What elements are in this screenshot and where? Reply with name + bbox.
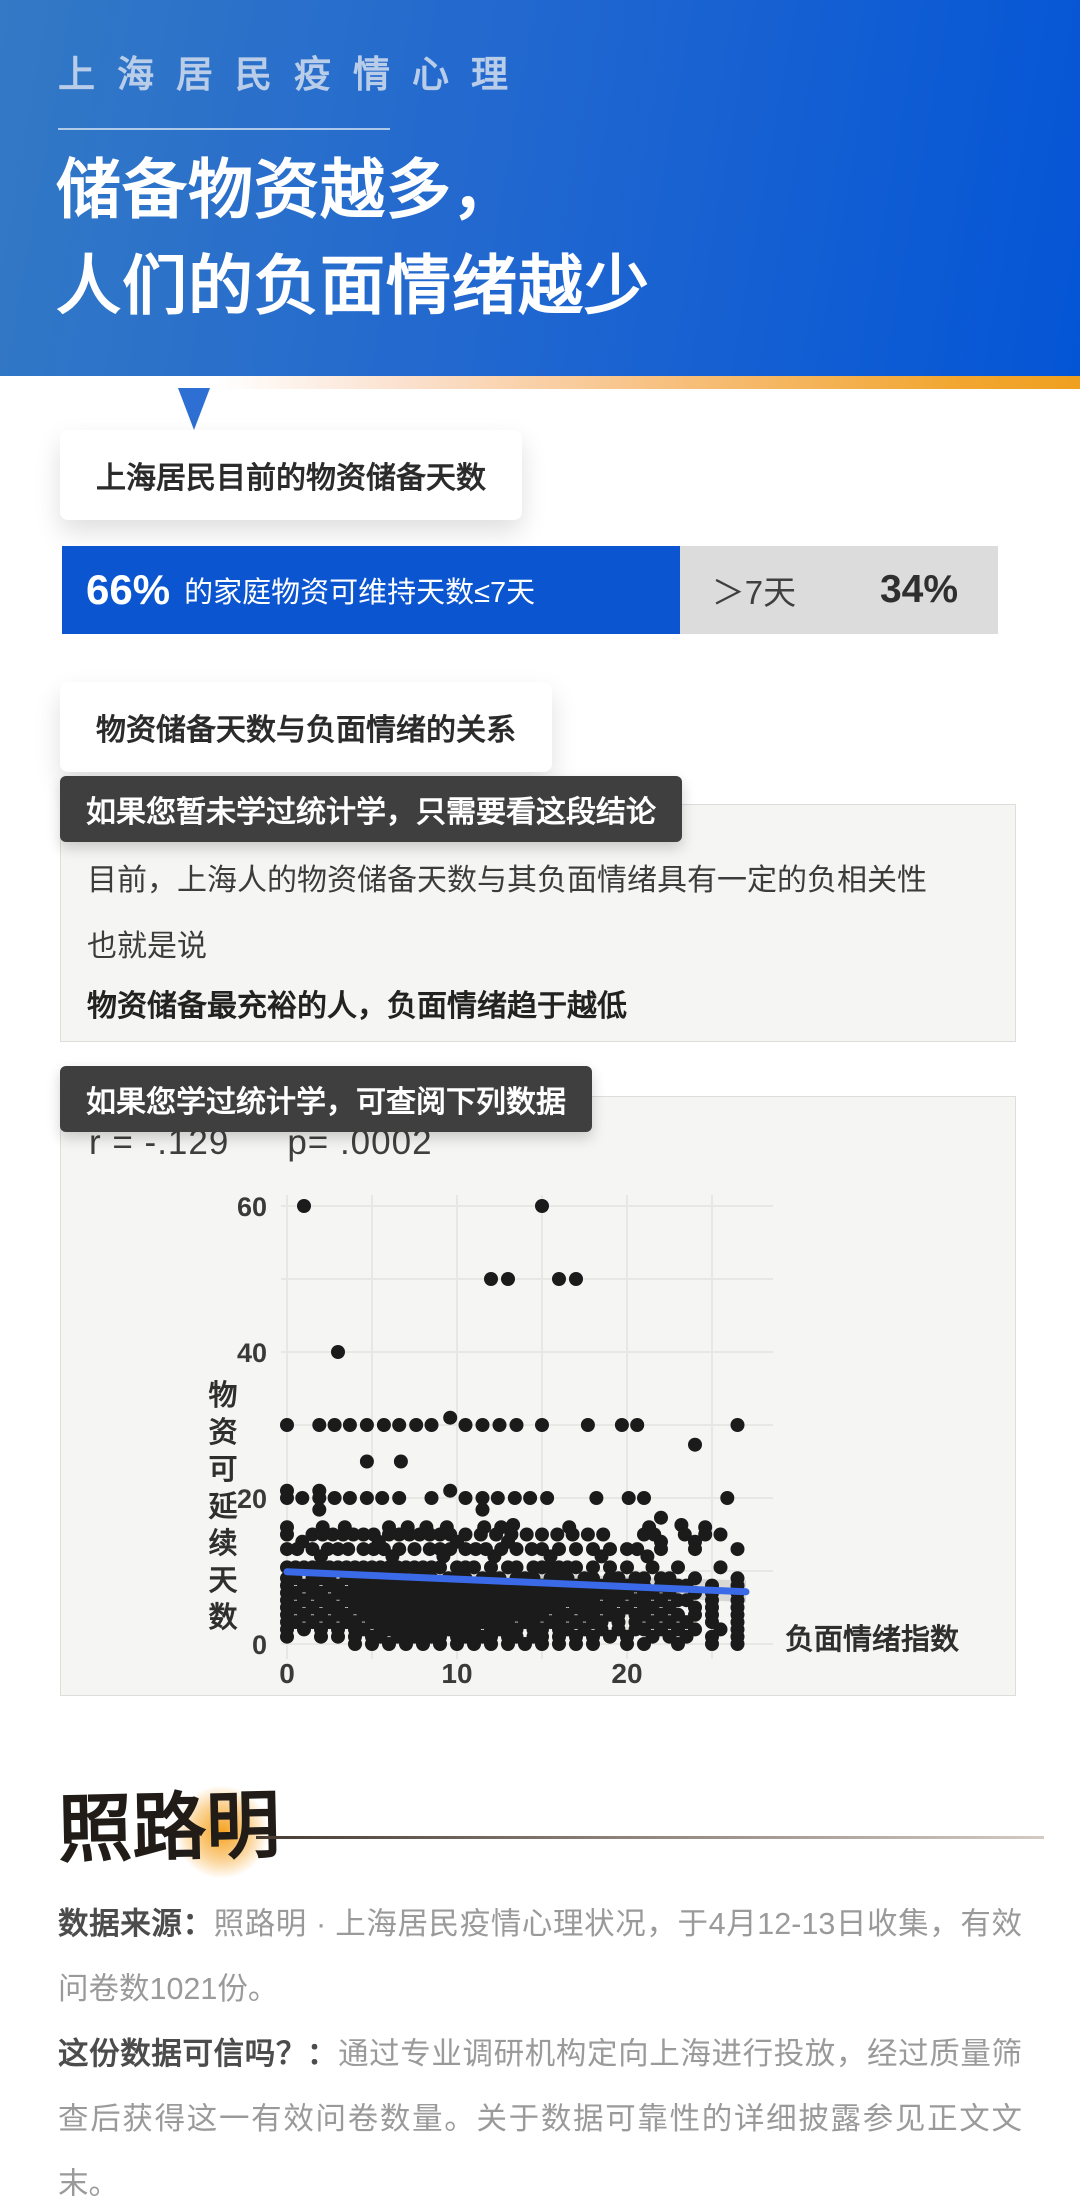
y-axis-label: 物资可延续天数: [207, 1379, 238, 1634]
bar-segment-le7days: 66% 的家庭物资可维持天数≤7天: [62, 546, 680, 634]
svg-text:0: 0: [252, 1630, 267, 1660]
svg-text:10: 10: [441, 1658, 472, 1689]
header-kicker: 上海居民疫情心理: [58, 54, 530, 95]
note-data-source-label: 数据来源：: [58, 1907, 214, 1941]
section-label-relation: 物资储备天数与负面情绪的关系: [60, 682, 552, 772]
bar-left-percent: 66%: [86, 566, 171, 613]
brand-glow-icon: [176, 1786, 268, 1878]
svg-text:60: 60: [237, 1192, 267, 1222]
header-banner: 上海居民疫情心理 储备物资越多， 人们的负面情绪越少: [0, 0, 1080, 376]
note-credibility-label: 这份数据可信吗？：: [58, 2037, 339, 2071]
conclusion-line-3: 物资储备最充裕的人，负面情绪趋于越低: [85, 981, 637, 1034]
badge-statistics-data: 如果您学过统计学，可查阅下列数据: [60, 1066, 592, 1132]
note-credibility: 这份数据可信吗？：通过专业调研机构定向上海进行投放，经过质量筛查后获得这一有效问…: [58, 2022, 1022, 2196]
svg-text:20: 20: [611, 1658, 642, 1689]
kicker-underline: [58, 128, 390, 130]
svg-text:40: 40: [237, 1338, 267, 1368]
bar-right-description: ＞7天: [711, 574, 797, 611]
highlighted-conclusion: 物资储备最充裕的人，负面情绪趋于越低: [85, 981, 637, 1034]
section-label-supply-days: 上海居民目前的物资储备天数: [60, 430, 522, 520]
page-title-line2: 人们的负面情绪越少: [56, 249, 651, 322]
note-data-source: 数据来源：照路明 · 上海居民疫情心理状况，于4月12-13日收集，有效问卷数1…: [58, 1892, 1022, 2022]
header-accent-strip: [0, 376, 1080, 389]
supply-days-bar-chart: 66% 的家庭物资可维持天数≤7天 ＞7天 34%: [62, 546, 998, 634]
y-axis-ticks: 0 20 40 60: [237, 1192, 267, 1660]
bar-right-percent: 34%: [879, 568, 958, 611]
x-axis-label: 负面情绪指数: [785, 1623, 960, 1656]
brand-block: 照路明: [0, 1758, 1080, 1888]
badge-novice-conclusion: 如果您暂未学过统计学，只需要看这段结论: [60, 776, 682, 842]
brand-divider: [256, 1836, 1044, 1839]
conclusion-line-1: 目前，上海人的物资储备天数与其负面情绪具有一定的负相关性: [87, 864, 927, 897]
conclusion-line-2: 也就是说: [87, 930, 207, 963]
footer-notes: 数据来源：照路明 · 上海居民疫情心理状况，于4月12-13日收集，有效问卷数1…: [58, 1892, 1022, 2196]
note-data-source-text: 照路明 · 上海居民疫情心理状况，于4月12-13日收集，有效问卷数1021份。: [58, 1907, 1023, 2006]
conclusion-box: 目前，上海人的物资储备天数与其负面情绪具有一定的负相关性 也就是说 物资储备最充…: [60, 804, 1016, 1042]
note-credibility-text: 通过专业调研机构定向上海进行投放，经过质量筛查后获得这一有效问卷数量。关于数据可…: [58, 2037, 1023, 2196]
x-axis-ticks: 0 10 20: [279, 1658, 642, 1689]
svg-text:20: 20: [237, 1484, 267, 1514]
page-title-line1: 储备物资越多，: [56, 153, 519, 226]
trend-line: [283, 1568, 750, 1596]
scatter-chart-box: r = -.129 p= .0002 0 20 40 60 0 10 20 物资可延续天数 负面情…: [60, 1096, 1016, 1696]
speech-bubble-tail: [178, 388, 210, 430]
bar-left-description: 的家庭物资可维持天数≤7天: [184, 577, 536, 609]
brand-logo: 照路明: [57, 1782, 282, 1874]
bar-segment-gt7days: ＞7天 34%: [679, 546, 998, 634]
page-title: 储备物资越多， 人们的负面情绪越少: [56, 142, 650, 334]
svg-text:0: 0: [279, 1658, 295, 1689]
